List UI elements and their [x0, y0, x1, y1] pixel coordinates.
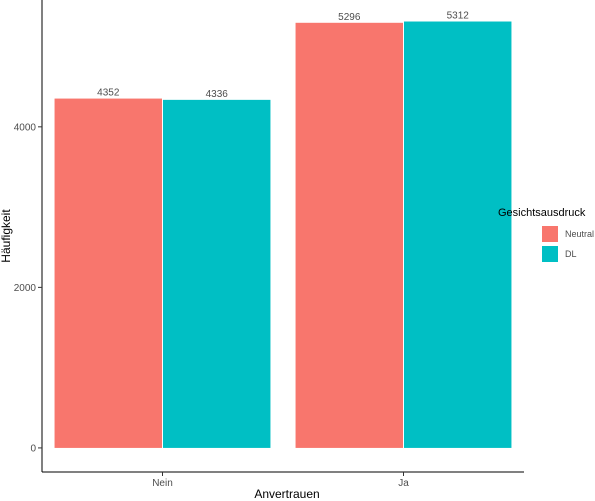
bar-neutral-ja: [295, 22, 403, 448]
bars-group: [54, 21, 512, 448]
y-axis-ticks: 0 2000 4000: [14, 122, 42, 454]
y-tick-label: 4000: [14, 122, 37, 133]
legend-swatch-neutral: [542, 226, 558, 242]
legend-label-dl: DL: [565, 249, 577, 259]
bar-dl-nein: [163, 99, 271, 448]
y-axis-title: Häufigkeit: [0, 209, 13, 263]
y-tick-label: 2000: [14, 283, 37, 294]
x-tick-label: Ja: [398, 478, 409, 489]
data-label: 4352: [97, 88, 120, 99]
legend-swatch-dl: [542, 246, 558, 262]
x-axis-title: Anvertrauen: [254, 487, 319, 501]
x-axis-ticks: Nein Ja: [152, 472, 409, 489]
x-tick-label: Nein: [152, 478, 173, 489]
y-tick-label: 0: [30, 443, 36, 454]
legend: Gesichtsausdruck Neutral DL: [498, 207, 594, 262]
legend-label-neutral: Neutral: [565, 229, 594, 239]
data-labels-group: 4352 4336 5296 5312: [97, 11, 469, 100]
data-label: 5296: [338, 12, 361, 23]
bar-neutral-nein: [54, 98, 162, 448]
data-label: 4336: [206, 89, 229, 100]
legend-title: Gesichtsausdruck: [498, 207, 586, 219]
bar-dl-ja: [404, 21, 512, 448]
data-label: 5312: [447, 11, 470, 22]
